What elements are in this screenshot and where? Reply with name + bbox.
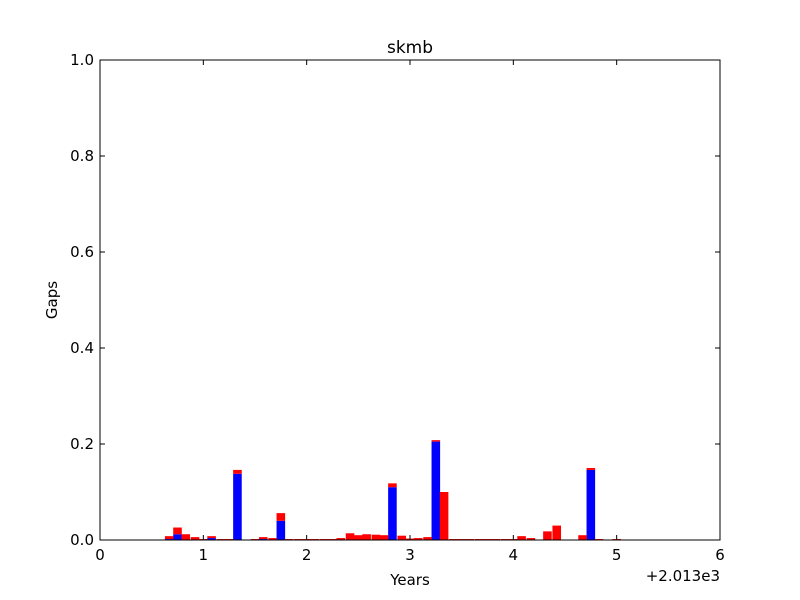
y-axis-label: Gaps	[43, 281, 61, 319]
bar	[578, 535, 587, 540]
bar	[207, 536, 216, 539]
bar	[181, 534, 191, 540]
x-axis-label: Years	[389, 571, 430, 589]
x-tick-label: 6	[715, 546, 725, 564]
bar	[586, 468, 596, 470]
chart-title: skmb	[387, 38, 433, 58]
bar	[336, 538, 346, 540]
bar	[164, 536, 174, 540]
x-tick-label: 4	[509, 546, 519, 564]
bar	[379, 535, 389, 540]
bar	[345, 533, 355, 540]
bar	[413, 538, 423, 540]
x-tick-label: 1	[199, 546, 209, 564]
bar	[207, 538, 216, 540]
y-tick-label: 0.8	[70, 147, 94, 165]
bar	[586, 469, 596, 540]
axes-frame	[99, 59, 721, 541]
x-tick-label: 3	[405, 546, 415, 564]
bar	[388, 487, 397, 540]
bar	[233, 473, 242, 540]
bar	[517, 536, 526, 540]
bar	[552, 525, 562, 540]
bar	[526, 538, 536, 540]
bar	[173, 534, 182, 540]
y-tick-label: 0.0	[70, 531, 94, 549]
x-axis-offset-label: +2.013e3	[646, 567, 720, 585]
bar	[173, 527, 182, 535]
x-tick-label: 2	[302, 546, 312, 564]
bar	[543, 531, 552, 540]
bar	[258, 537, 268, 540]
bar	[371, 534, 381, 540]
bar	[268, 538, 277, 540]
bar	[439, 492, 449, 540]
y-tick-label: 0.4	[70, 339, 94, 357]
x-tick-label: 0	[95, 546, 105, 564]
bar	[388, 483, 397, 488]
y-tick-label: 1.0	[70, 51, 94, 69]
bar	[354, 535, 363, 540]
bar	[276, 513, 286, 521]
bar	[233, 469, 242, 474]
plot-area: 0 1 2 3 4 5 6 0.0 0.2 0.4 0.6 0.8 1.0	[70, 51, 725, 564]
tick-layer: 0 1 2 3 4 5 6 0.0 0.2 0.4 0.6 0.8 1.0	[70, 51, 725, 564]
y-tick-label: 0.6	[70, 243, 94, 261]
bar	[397, 535, 407, 540]
y-tick-label: 0.2	[70, 435, 94, 453]
bar	[362, 534, 371, 540]
x-tick-label: 5	[612, 546, 622, 564]
bar	[190, 537, 200, 540]
bar	[276, 520, 286, 540]
bar	[431, 441, 441, 540]
bar	[431, 440, 441, 442]
bar	[423, 537, 432, 540]
